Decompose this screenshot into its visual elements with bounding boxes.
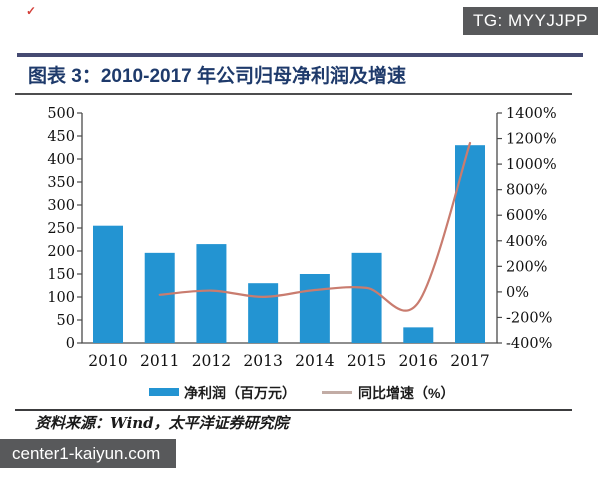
figure-title: 图表 3：2010-2017 年公司归母净利润及增速 xyxy=(28,66,406,87)
left-axis-label: 250 xyxy=(47,221,75,237)
header-rule-thick xyxy=(17,53,583,57)
x-axis-label-2013: 2013 xyxy=(243,352,282,370)
right-axis-label: 600% xyxy=(506,208,547,224)
figure-bottom-rule xyxy=(15,409,572,411)
bar-2015 xyxy=(351,252,382,343)
legend-swatch-growth-line xyxy=(322,391,352,394)
axis-frame xyxy=(81,113,498,344)
right-axis-label: 1400% xyxy=(506,106,557,122)
bar-2011 xyxy=(144,252,175,343)
x-axis-label-2011: 2011 xyxy=(140,352,179,370)
tg-badge: TG: MYYJJPP xyxy=(463,7,598,35)
bar-2017 xyxy=(455,145,485,343)
left-axis-label: 50 xyxy=(57,313,75,329)
x-axis-label-2016: 2016 xyxy=(399,352,438,370)
watermark-bar: center1-kaiyun.com xyxy=(0,439,176,468)
right-axis-label: 0% xyxy=(506,285,529,301)
left-axis-label: 100 xyxy=(47,290,75,306)
legend-label-growth: 同比增速（%） xyxy=(358,385,455,401)
left-axis-label: 500 xyxy=(47,106,75,122)
left-axis-label: 200 xyxy=(47,244,75,260)
left-axis-label: 0 xyxy=(66,336,75,352)
bar-2013 xyxy=(248,283,279,343)
bar-2014 xyxy=(299,274,330,343)
left-axis-label: 400 xyxy=(47,152,75,168)
left-axis-label: 450 xyxy=(47,129,75,145)
legend-label-net-profit: 净利润（百万元） xyxy=(184,385,296,401)
x-axis-label-2014: 2014 xyxy=(295,352,335,370)
left-axis-label: 350 xyxy=(47,175,75,191)
x-axis-label-2015: 2015 xyxy=(347,352,386,370)
right-axis-label: 800% xyxy=(506,183,547,199)
bar-2012 xyxy=(196,244,227,343)
right-axis-label: 400% xyxy=(506,234,547,250)
right-axis-label: -400% xyxy=(506,336,552,352)
right-axis-label: -200% xyxy=(506,310,552,326)
figure-top-rule xyxy=(15,93,572,95)
watermark-text: center1-kaiyun.com xyxy=(12,444,161,463)
legend-swatch-net-profit xyxy=(149,388,179,396)
x-axis-label-2012: 2012 xyxy=(192,352,231,370)
source-line: 资料来源：Wind，太平洋证券研究院 xyxy=(35,414,289,432)
bar-2010 xyxy=(93,225,123,343)
tg-badge-text: TG: MYYJJPP xyxy=(472,11,589,30)
left-axis-label: 300 xyxy=(47,198,75,214)
corner-red-mark: ✓ xyxy=(26,4,37,18)
right-axis-label: 1200% xyxy=(506,132,557,148)
right-axis-label: 1000% xyxy=(506,157,557,173)
x-axis-label-2010: 2010 xyxy=(88,352,127,370)
left-axis-label: 150 xyxy=(47,267,75,283)
x-axis-label-2017: 2017 xyxy=(450,352,489,370)
growth-line xyxy=(158,141,472,312)
bar-2016 xyxy=(403,327,434,343)
right-axis-label: 200% xyxy=(506,259,547,275)
